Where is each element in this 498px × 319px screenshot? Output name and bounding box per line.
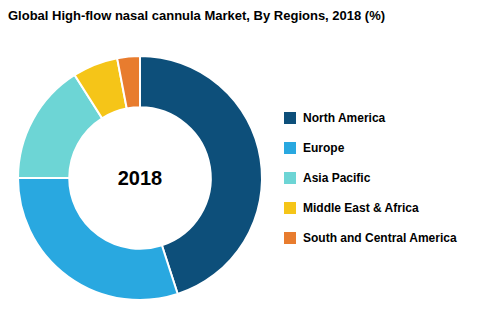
legend-swatch <box>284 142 296 154</box>
legend-label: South and Central America <box>303 231 457 245</box>
legend-swatch <box>284 232 296 244</box>
chart-svg: Global High-flow nasal cannula Market, B… <box>0 0 498 319</box>
legend-swatch <box>284 172 296 184</box>
donut-slice <box>18 178 178 300</box>
legend-label: Asia Pacific <box>303 171 371 185</box>
title: Global High-flow nasal cannula Market, B… <box>8 8 385 23</box>
legend-label: North America <box>303 111 386 125</box>
donut-slice <box>117 56 140 108</box>
legend-swatch <box>284 202 296 214</box>
legend-label: Middle East & Africa <box>303 201 419 215</box>
chart-root: Global High-flow nasal cannula Market, B… <box>0 0 498 319</box>
legend-label: Europe <box>303 141 345 155</box>
legend-swatch <box>284 112 296 124</box>
donut <box>18 56 262 300</box>
legend: North America Europe Asia Pacific Middle Ea… <box>284 111 457 245</box>
center-text: 2018 <box>118 167 163 189</box>
